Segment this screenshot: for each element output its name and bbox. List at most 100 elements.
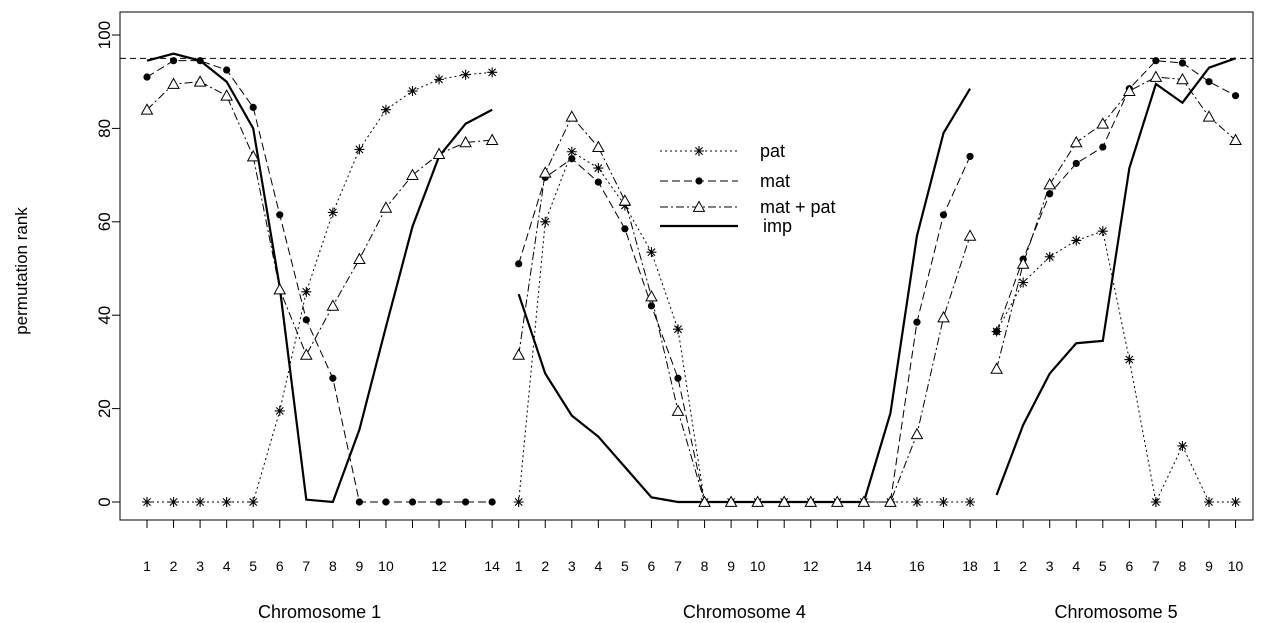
series-pat-point	[593, 163, 604, 174]
series-pat-point	[487, 67, 498, 78]
series-mat-pat-point	[1096, 117, 1110, 129]
series-mat-line	[146, 60, 493, 503]
series-mat-point	[196, 57, 204, 65]
series-mat-point	[939, 211, 948, 219]
series-mat-point	[594, 178, 602, 186]
series-mat-point	[1205, 78, 1213, 86]
series-pat-point	[301, 286, 312, 297]
series-mat-point	[223, 66, 231, 74]
x-tick-label: 9	[1205, 558, 1213, 574]
series-mat-point	[488, 498, 496, 506]
series-pat-point	[248, 497, 259, 507]
x-tick-label: 2	[541, 558, 549, 574]
series-mat-point	[674, 374, 682, 382]
series-mat-pat-point	[1229, 133, 1242, 145]
series-mat-pat-point	[1069, 135, 1083, 148]
x-tick-label: 12	[803, 558, 819, 574]
series-pat-line	[996, 230, 1236, 504]
series-mat-point	[1178, 59, 1187, 67]
series-mat-pat-point	[1123, 84, 1136, 96]
x-tick-label: 2	[1019, 558, 1027, 574]
series-mat-pat-point	[326, 299, 340, 311]
series-pat-point	[221, 497, 232, 507]
y-tick-label: 100	[95, 21, 114, 49]
x-tick-label: 4	[1072, 558, 1080, 574]
series-mat-pat-point	[193, 75, 207, 87]
series-imp-line	[517, 88, 971, 504]
series-mat-point	[408, 498, 417, 506]
series-mat-pat-point	[1149, 70, 1163, 82]
chart-marks	[140, 52, 1242, 507]
series-mat-pat-point	[167, 77, 180, 89]
series-mat-point	[515, 260, 523, 268]
series-mat-pat-point	[830, 495, 844, 507]
series-mat-pat-point	[1176, 72, 1189, 85]
series-mat-pat-point	[565, 110, 579, 122]
series-pat-point	[1204, 497, 1214, 507]
series-mat-point	[966, 152, 974, 161]
series-mat-line	[518, 156, 971, 503]
x-tick-label: 6	[1125, 558, 1133, 574]
series-pat-point	[274, 405, 285, 416]
legend-label-pat: pat	[760, 141, 785, 161]
series-mat-pat-point	[485, 133, 499, 145]
series-mat-pat-point	[910, 427, 924, 440]
series-pat-point	[1124, 354, 1135, 365]
x-tick-label: 9	[356, 558, 364, 574]
x-tick-label: 7	[674, 558, 682, 574]
legend-marker-pat	[694, 146, 704, 156]
series-pat-point	[1018, 277, 1029, 288]
series-mat-pat-line	[518, 115, 971, 503]
series-pat-point	[673, 324, 683, 335]
x-tick-label: 16	[909, 558, 925, 574]
series-pat-point	[938, 497, 949, 507]
series-mat-pat-point	[406, 168, 419, 180]
series-mat-pat-point	[592, 140, 605, 152]
series-mat-point	[435, 498, 443, 506]
series-mat-pat-point	[538, 166, 552, 178]
x-tick-label: 5	[249, 558, 257, 574]
group-label: Chromosome 5	[1055, 602, 1178, 622]
series-mat-pat-point	[299, 348, 313, 360]
legend-marker-mat	[695, 177, 703, 185]
series-mat-pat-point	[459, 135, 472, 148]
series-mat-point	[329, 374, 337, 382]
x-tick-label: 14	[484, 558, 500, 574]
series-mat-point	[993, 327, 1001, 336]
series-mat-pat-point	[273, 282, 287, 295]
x-tick-label: 7	[1152, 558, 1160, 574]
series-mat-pat-point	[432, 147, 446, 159]
series-pat-point	[965, 497, 976, 507]
y-tick-label: 0	[95, 497, 114, 506]
series-pat-point	[540, 216, 551, 227]
group-label: Chromosome 1	[258, 602, 381, 622]
series-mat-point	[355, 498, 363, 506]
x-tick-label: 4	[594, 558, 602, 574]
series-mat-pat-point	[724, 495, 738, 507]
x-tick-label: 10	[1228, 558, 1244, 574]
plot-frame	[119, 11, 1254, 521]
x-tick-label: 2	[170, 558, 178, 574]
x-tick-label: 9	[727, 558, 735, 574]
series-mat-pat-line	[146, 81, 493, 357]
series-pat-line	[147, 71, 493, 503]
series-mat-pat-point	[1202, 110, 1216, 122]
x-tick-label: 12	[431, 558, 447, 574]
series-mat-pat-point	[618, 194, 632, 206]
x-tick-label: 6	[648, 558, 656, 574]
series-pat-point	[434, 74, 445, 85]
series-pat-point	[1071, 235, 1082, 246]
series-mat-pat-point	[220, 89, 233, 101]
series-mat-pat-point	[937, 311, 950, 323]
series-imp-line	[146, 52, 493, 504]
series-pat-point	[460, 69, 471, 80]
series-mat-point	[1152, 57, 1160, 65]
series-mat-pat-point	[777, 495, 791, 507]
series-pat-point	[513, 497, 524, 507]
series-pat-point	[1150, 497, 1161, 507]
x-tick-label: 6	[276, 558, 284, 574]
y-tick-label: 20	[95, 399, 114, 418]
series-mat-pat-point	[857, 495, 871, 507]
